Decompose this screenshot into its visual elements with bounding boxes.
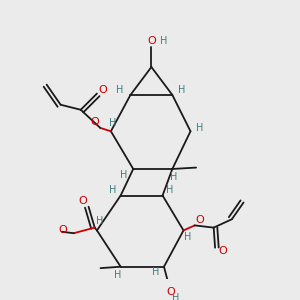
Text: O: O <box>147 36 156 46</box>
Text: H: H <box>178 85 185 95</box>
Text: H: H <box>109 185 116 196</box>
Text: H: H <box>184 232 191 242</box>
Text: H: H <box>196 124 203 134</box>
Text: H: H <box>172 293 180 300</box>
Text: O: O <box>99 85 107 95</box>
Text: H: H <box>109 118 116 128</box>
Text: H: H <box>96 217 103 226</box>
Text: O: O <box>59 225 68 235</box>
Text: O: O <box>78 196 87 206</box>
Text: H: H <box>166 185 173 196</box>
Text: H: H <box>120 169 127 180</box>
Text: O: O <box>218 245 227 256</box>
Text: H: H <box>170 172 177 182</box>
Text: H: H <box>160 36 167 46</box>
Text: O: O <box>166 287 175 297</box>
Text: H: H <box>116 85 124 95</box>
Text: O: O <box>195 215 204 225</box>
Text: H: H <box>152 267 159 277</box>
Text: O: O <box>90 117 99 127</box>
Text: H: H <box>114 269 122 280</box>
